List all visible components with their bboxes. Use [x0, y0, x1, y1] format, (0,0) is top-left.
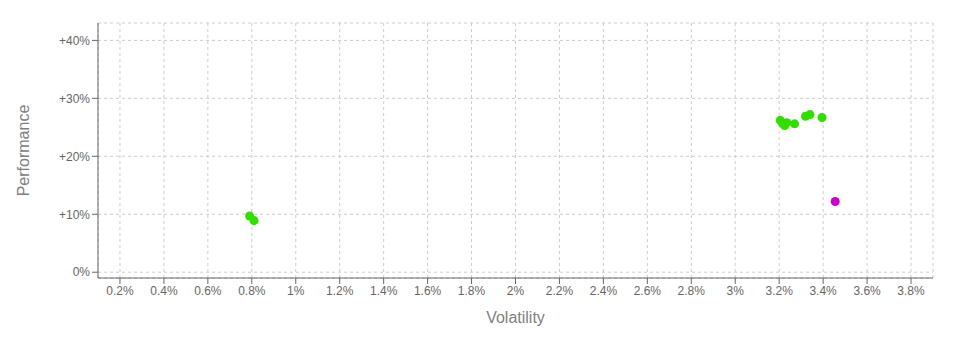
svg-text:1.8%: 1.8%	[458, 284, 486, 298]
svg-text:0.8%: 0.8%	[238, 284, 266, 298]
svg-text:3%: 3%	[727, 284, 745, 298]
svg-text:3.8%: 3.8%	[897, 284, 925, 298]
svg-text:2.6%: 2.6%	[634, 284, 662, 298]
svg-text:1.2%: 1.2%	[326, 284, 354, 298]
svg-text:2.2%: 2.2%	[546, 284, 574, 298]
svg-text:0%: 0%	[73, 265, 91, 279]
svg-text:2.4%: 2.4%	[590, 284, 618, 298]
svg-text:3.2%: 3.2%	[766, 284, 794, 298]
svg-text:3.4%: 3.4%	[809, 284, 837, 298]
svg-text:0.2%: 0.2%	[106, 284, 134, 298]
svg-text:Performance: Performance	[15, 105, 32, 197]
svg-text:1%: 1%	[287, 284, 305, 298]
svg-text:+10%: +10%	[59, 208, 90, 222]
svg-text:1.6%: 1.6%	[414, 284, 442, 298]
svg-text:0.6%: 0.6%	[194, 284, 222, 298]
svg-text:+40%: +40%	[59, 34, 90, 48]
svg-text:+30%: +30%	[59, 92, 90, 106]
svg-text:2%: 2%	[507, 284, 525, 298]
svg-text:Volatility: Volatility	[486, 309, 545, 326]
svg-text:3.6%: 3.6%	[853, 284, 881, 298]
svg-text:1.4%: 1.4%	[370, 284, 398, 298]
svg-text:2.8%: 2.8%	[678, 284, 706, 298]
svg-text:0.4%: 0.4%	[150, 284, 178, 298]
svg-text:+20%: +20%	[59, 150, 90, 164]
